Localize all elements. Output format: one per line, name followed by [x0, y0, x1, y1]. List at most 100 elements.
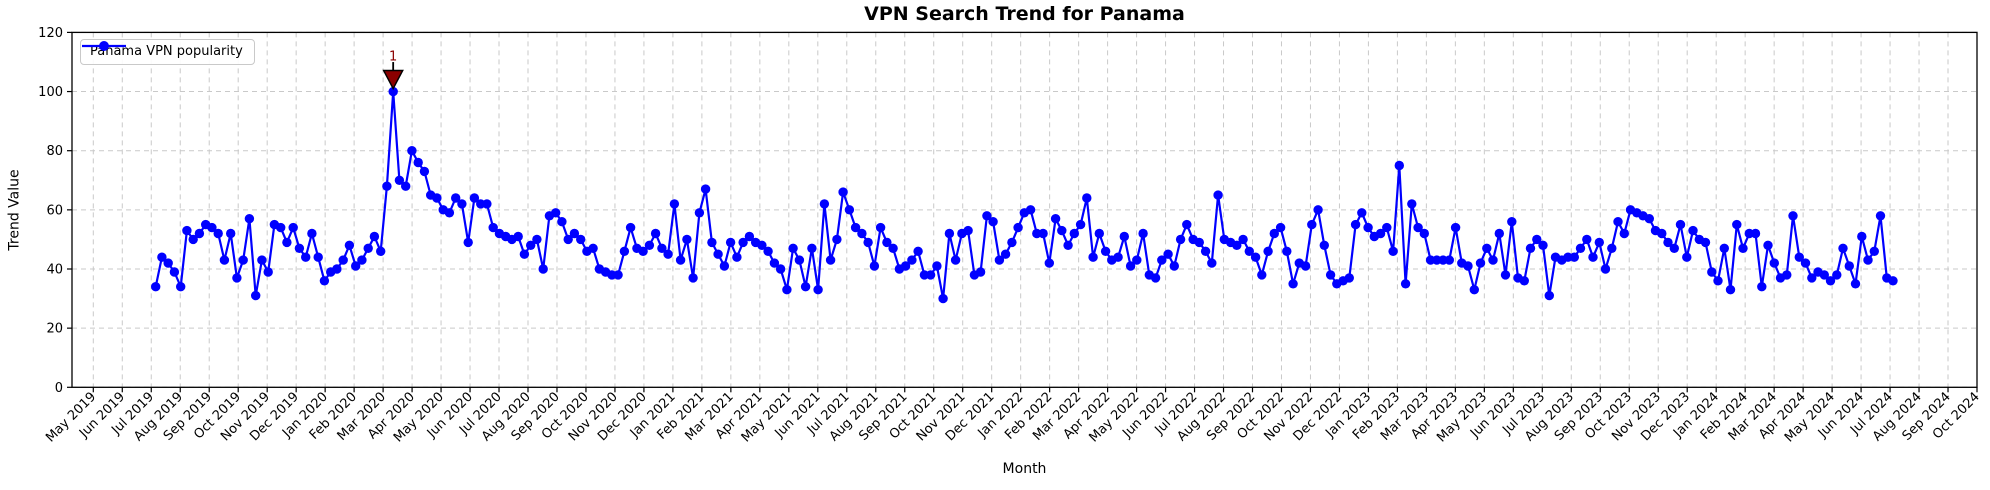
- data-point: [1450, 222, 1461, 233]
- data-point: [900, 261, 911, 271]
- data-point: [569, 228, 580, 239]
- data-point: [1213, 190, 1223, 200]
- data-point: [1350, 219, 1361, 230]
- data-point: [407, 146, 417, 156]
- data-point: [1119, 231, 1130, 242]
- y-axis-label-wrap: Trend Value: [0, 32, 30, 387]
- data-point: [551, 208, 561, 218]
- data-point: [1819, 270, 1830, 280]
- data-point: [1613, 217, 1623, 227]
- data-point: [669, 199, 680, 209]
- data-point: [251, 290, 261, 301]
- data-point: [1069, 228, 1080, 239]
- data-point: [219, 255, 230, 265]
- data-point: [207, 222, 217, 233]
- data-point: [257, 255, 267, 265]
- data-point: [1182, 219, 1192, 230]
- data-point: [513, 231, 523, 242]
- data-point: [782, 285, 792, 295]
- data-point: [713, 249, 723, 259]
- data-point: [1013, 222, 1023, 233]
- data-point: [588, 243, 598, 253]
- data-point: [1150, 273, 1161, 283]
- data-point: [1644, 214, 1655, 224]
- data-point: [1763, 240, 1773, 250]
- data-point: [1407, 199, 1417, 209]
- data-point: [1700, 237, 1711, 248]
- data-point: [1082, 193, 1092, 203]
- data-point: [963, 225, 973, 236]
- y-tick-label: 20: [46, 322, 63, 337]
- data-point: [369, 231, 380, 242]
- data-point: [907, 255, 917, 265]
- data-point: [288, 222, 298, 233]
- data-point: [401, 181, 411, 191]
- data-point: [1163, 249, 1173, 259]
- data-point: [988, 217, 998, 227]
- data-point: [1194, 237, 1205, 248]
- data-point: [1044, 258, 1055, 268]
- data-point: [638, 246, 648, 256]
- data-point: [1269, 228, 1280, 239]
- data-point: [1050, 214, 1061, 224]
- data-point: [744, 231, 755, 242]
- data-point: [1157, 255, 1167, 265]
- data-point: [176, 282, 186, 292]
- data-point: [994, 255, 1005, 265]
- data-point: [1682, 252, 1692, 262]
- data-point: [1469, 285, 1480, 295]
- data-point: [1750, 228, 1761, 239]
- data-point: [232, 273, 242, 283]
- data-point: [1832, 270, 1842, 280]
- data-point: [282, 237, 292, 248]
- data-point: [807, 243, 817, 253]
- data-point: [725, 237, 736, 248]
- data-point: [794, 255, 805, 265]
- data-point: [1075, 219, 1086, 230]
- data-point: [1869, 246, 1880, 256]
- data-point: [1138, 228, 1148, 239]
- data-point: [813, 285, 823, 295]
- data-point: [944, 228, 955, 239]
- data-point: [1494, 228, 1505, 239]
- data-point: [151, 282, 161, 292]
- data-point: [1232, 240, 1242, 250]
- data-point: [1169, 261, 1180, 271]
- data-point: [463, 237, 473, 248]
- y-tick-label: 100: [38, 85, 63, 100]
- data-point: [1619, 228, 1630, 239]
- data-point: [357, 255, 367, 265]
- data-point: [1300, 261, 1311, 271]
- data-point: [1313, 205, 1323, 215]
- data-point: [869, 261, 880, 271]
- data-point: [1507, 217, 1517, 227]
- data-point: [1807, 273, 1817, 283]
- data-point: [376, 246, 386, 256]
- y-tick-label: 40: [46, 263, 63, 278]
- data-point: [1307, 219, 1317, 230]
- data-point: [769, 258, 780, 268]
- data-point: [975, 267, 986, 277]
- data-point: [263, 267, 273, 277]
- data-point: [1419, 228, 1430, 239]
- data-point: [313, 252, 323, 262]
- y-tick-label: 0: [55, 381, 63, 396]
- legend: Panama VPN popularity: [80, 39, 255, 65]
- data-point: [1288, 279, 1298, 289]
- data-point: [850, 222, 861, 233]
- data-point: [1325, 270, 1336, 280]
- data-point: [1713, 276, 1723, 286]
- x-axis-label: Month: [1002, 461, 1047, 477]
- data-point: [238, 255, 248, 265]
- data-point: [1800, 258, 1811, 268]
- data-point: [163, 258, 173, 268]
- data-point: [1844, 261, 1855, 271]
- data-point: [194, 228, 205, 239]
- data-point: [276, 222, 286, 233]
- data-point: [1863, 255, 1873, 265]
- data-point: [382, 181, 392, 191]
- data-point: [1719, 243, 1730, 253]
- data-point: [613, 270, 623, 280]
- data-point: [1482, 243, 1492, 253]
